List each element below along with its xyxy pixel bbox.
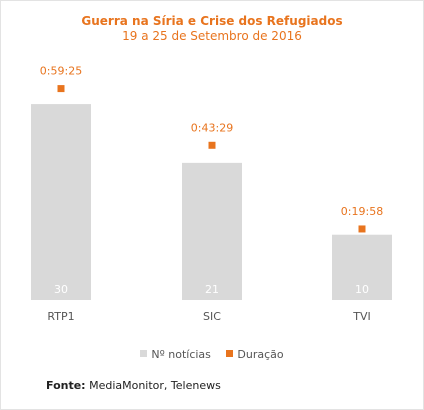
source-label: Fonte: bbox=[46, 379, 86, 392]
duration-marker bbox=[57, 85, 65, 93]
bar-tvi bbox=[332, 234, 392, 300]
duration-marker bbox=[358, 225, 366, 233]
legend-label-count: Nº notícias bbox=[151, 348, 211, 361]
legend-item-duration: Duração bbox=[226, 348, 284, 361]
bar-value-label: 10 bbox=[355, 283, 369, 296]
source-text: MediaMonitor, Telenews bbox=[85, 379, 221, 392]
x-tick-label: TVI bbox=[352, 310, 371, 323]
duration-label: 0:19:58 bbox=[341, 205, 383, 218]
chart-title: Guerra na Síria e Crise dos Refugiados bbox=[81, 14, 343, 28]
source-note: Fonte: MediaMonitor, Telenews bbox=[46, 379, 221, 392]
bar-value-label: 21 bbox=[205, 283, 219, 296]
x-tick-label: RTP1 bbox=[47, 310, 74, 323]
duration-label: 0:43:29 bbox=[191, 121, 233, 134]
bar-sic bbox=[182, 162, 242, 300]
legend-label-duration: Duração bbox=[237, 348, 284, 361]
bar-value-label: 30 bbox=[54, 283, 68, 296]
duration-label: 0:59:25 bbox=[40, 65, 82, 78]
legend-swatch-count bbox=[140, 350, 148, 357]
chart-subtitle: 19 a 25 de Setembro de 2016 bbox=[122, 29, 302, 43]
x-tick-label: SIC bbox=[203, 310, 221, 323]
plot-area: 30 0:59:25 RTP1 21 0:43:29 SIC 10 0:19:58 TVI bbox=[31, 65, 392, 323]
chart-legend: Nº notícias Duração bbox=[0, 348, 424, 361]
duration-marker bbox=[208, 141, 216, 149]
legend-swatch-duration bbox=[226, 350, 234, 357]
bar-rtp1 bbox=[31, 104, 91, 300]
legend-item-count: Nº notícias bbox=[140, 348, 211, 361]
